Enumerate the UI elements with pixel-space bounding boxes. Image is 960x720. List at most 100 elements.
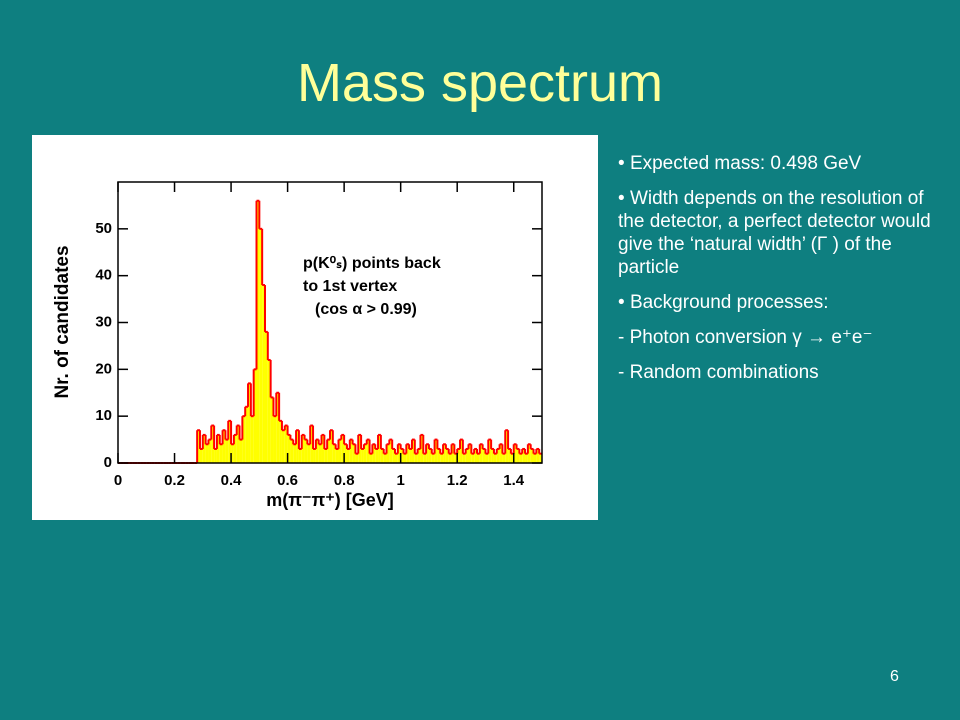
bar <box>409 448 412 463</box>
bar <box>290 439 294 463</box>
bar <box>462 453 466 463</box>
bar <box>214 448 217 463</box>
bullet: Expected mass: 0.498 GeV <box>618 152 933 175</box>
bar <box>505 430 509 463</box>
bar <box>358 434 362 463</box>
bar <box>428 448 432 463</box>
bar <box>315 439 319 463</box>
bar <box>279 420 282 463</box>
bar <box>259 228 263 463</box>
bar <box>346 448 350 463</box>
bullet: Width depends on the resolution of the d… <box>618 187 933 279</box>
bar <box>228 420 232 463</box>
bar <box>417 448 421 463</box>
bar <box>474 448 477 463</box>
sub-item: - Random combinations <box>618 362 819 383</box>
bar <box>445 448 449 463</box>
bar <box>338 439 342 463</box>
bar <box>440 453 444 463</box>
bar <box>298 448 302 463</box>
bar <box>324 448 328 463</box>
bar <box>352 444 356 463</box>
bar <box>344 444 347 463</box>
annotation: p(K⁰ₛ) points back <box>303 255 441 272</box>
bar <box>539 453 542 463</box>
bar <box>318 444 322 463</box>
bar <box>434 439 438 463</box>
bar <box>519 453 523 463</box>
bar <box>465 448 469 463</box>
bar <box>414 453 418 463</box>
bar <box>443 444 446 463</box>
bar <box>496 448 500 463</box>
bar <box>208 439 212 463</box>
bar <box>355 453 359 463</box>
bar <box>386 444 390 463</box>
bar <box>197 430 200 463</box>
x-tick-label: 0.4 <box>221 472 243 489</box>
bar <box>273 416 277 463</box>
bullet-list: Expected mass: 0.498 GeV Width depends o… <box>618 152 933 396</box>
bar <box>225 439 229 463</box>
bar <box>460 439 463 463</box>
y-tick-label: 40 <box>95 267 112 284</box>
bar <box>527 444 531 463</box>
bar <box>304 439 308 463</box>
bar <box>361 448 364 463</box>
bar <box>248 383 251 463</box>
bar <box>400 448 404 463</box>
bar <box>372 444 376 463</box>
bar <box>202 434 206 463</box>
bar <box>321 434 325 463</box>
x-axis-label: m(π⁻π⁺) [GeV] <box>266 490 394 510</box>
bar <box>491 448 494 463</box>
bar <box>242 416 246 463</box>
bar <box>502 453 506 463</box>
bar <box>199 448 203 463</box>
bar <box>307 444 311 463</box>
bar <box>451 444 455 463</box>
bar <box>406 444 410 463</box>
bar <box>245 406 249 463</box>
bar <box>533 453 537 463</box>
annotation: (cos α > 0.99) <box>315 301 417 318</box>
bar <box>253 369 257 463</box>
x-tick-label: 0.6 <box>277 472 298 489</box>
bar <box>349 439 353 463</box>
bar <box>219 444 223 463</box>
bar <box>479 444 483 463</box>
x-tick-label: 0.8 <box>334 472 355 489</box>
bar <box>270 397 274 463</box>
y-axis-label: Nr. of candidates <box>52 245 73 398</box>
bar <box>366 439 370 463</box>
y-tick-label: 0 <box>104 454 112 471</box>
bar <box>313 448 316 463</box>
bar <box>327 439 330 463</box>
bar <box>264 331 268 463</box>
bar <box>256 200 260 463</box>
slide-title: Mass spectrum <box>296 53 664 113</box>
bar <box>395 453 398 463</box>
bar <box>482 448 486 463</box>
bar <box>378 434 381 463</box>
bar <box>293 444 297 463</box>
bar <box>457 448 461 463</box>
bar <box>448 453 452 463</box>
bar <box>530 448 534 463</box>
bar <box>231 444 234 463</box>
bar <box>310 425 314 463</box>
bar <box>499 444 503 463</box>
bar <box>335 448 339 463</box>
bar <box>369 453 373 463</box>
bar <box>476 453 480 463</box>
bar <box>431 453 435 463</box>
x-tick-label: 0 <box>114 472 122 489</box>
bar <box>392 448 396 463</box>
annotation: to 1st vertex <box>303 278 397 295</box>
bar <box>211 425 215 463</box>
bar <box>276 392 280 463</box>
bar <box>236 425 240 463</box>
plot-frame <box>117 181 543 464</box>
bar <box>454 453 458 463</box>
